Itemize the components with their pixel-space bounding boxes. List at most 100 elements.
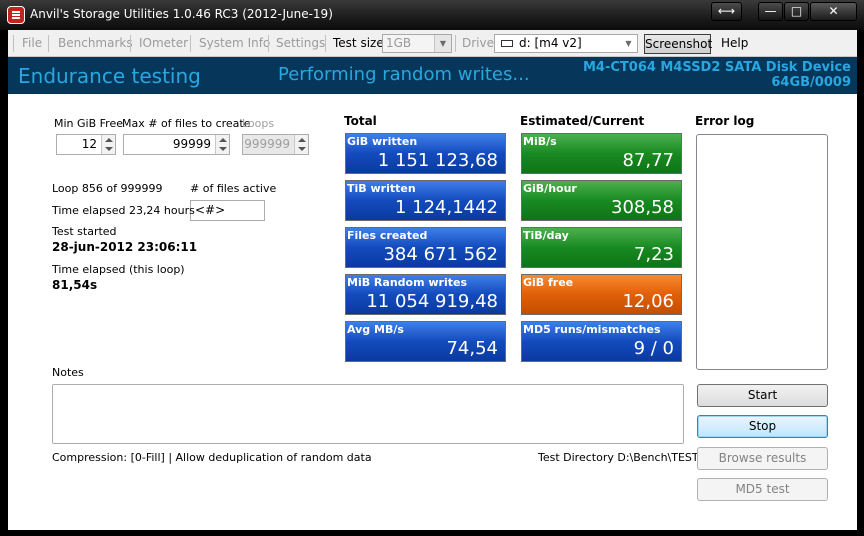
menu-separator (455, 35, 456, 52)
files-active-value: <#> (195, 203, 226, 217)
app-icon[interactable] (7, 6, 25, 24)
md5-test-button[interactable]: MD5 test (697, 478, 828, 501)
menu-separator (48, 35, 49, 52)
start-button[interactable]: Start (697, 384, 828, 407)
main-panel: Min GiB Free 12 Max # of files to create… (8, 94, 857, 530)
error-log-box[interactable] (696, 134, 828, 370)
menu-system-info[interactable]: System Info (199, 36, 271, 50)
loops-value: 999999 (244, 137, 290, 151)
tile-value: 9 / 0 (633, 338, 674, 359)
max-files-value: 99999 (172, 137, 211, 151)
tile-label: MiB/s (523, 135, 557, 148)
test-size-label: Test size (333, 36, 384, 50)
menu-separator (130, 35, 131, 52)
error-log-heading: Error log (695, 114, 755, 128)
browse-results-button[interactable]: Browse results (697, 447, 828, 470)
tile-value: 1 124,1442 (394, 197, 498, 218)
max-files-label: Max # of files to create (122, 117, 251, 130)
title-bar: Anvil's Storage Utilities 1.0.46 RC3 (20… (0, 0, 864, 30)
screenshot-button[interactable]: Screenshot (644, 34, 712, 54)
menu-settings[interactable]: Settings (276, 36, 326, 50)
files-active-label: # of files active (190, 182, 277, 195)
tile-gib-per-hour: GiB/hour 308,58 (521, 180, 682, 221)
menu-separator (13, 35, 14, 52)
menu-file[interactable]: File (22, 36, 43, 50)
menu-separator (325, 35, 326, 52)
time-elapsed: Time elapsed 23,24 hours (52, 204, 195, 217)
loop-counter: Loop 856 of 999999 (52, 182, 163, 195)
test-started-value: 28-jun-2012 23:06:11 (52, 240, 198, 254)
menu-bar: File Benchmarks IOmeter System Info Sett… (8, 30, 857, 57)
notes-field[interactable] (52, 384, 684, 444)
loops-stepper: 999999 (242, 134, 309, 155)
tile-value: 11 054 919,48 (366, 291, 498, 312)
tile-gib-written: GiB written 1 151 123,68 (345, 133, 506, 174)
close-button[interactable]: ✕ (810, 2, 857, 21)
loops-label: Loops (242, 117, 275, 130)
min-gib-free-stepper[interactable]: 12 (56, 134, 116, 155)
status-text: Performing random writes... (278, 64, 530, 85)
tile-value: 1 151 123,68 (377, 150, 498, 171)
tile-value: 308,58 (611, 197, 674, 218)
device-info: M4-CT064 M4SSD2 SATA Disk Device 64GB/00… (583, 60, 851, 90)
spin-arrows-icon[interactable] (101, 135, 115, 154)
tile-tib-per-day: TiB/day 7,23 (521, 227, 682, 268)
chevron-down-icon[interactable]: ▼ (434, 35, 451, 52)
stop-button[interactable]: Stop (697, 415, 828, 438)
resize-icon[interactable]: ⟷ (711, 2, 742, 21)
drive-value: d: [m4 v2] (519, 36, 582, 50)
totals-heading: Total (344, 114, 377, 128)
tile-value: 7,23 (633, 244, 674, 265)
loop-elapsed-value: 81,54s (52, 278, 98, 292)
tile-md5-runs: MD5 runs/mismatches 9 / 0 (521, 321, 682, 362)
window-title: Anvil's Storage Utilities 1.0.46 RC3 (20… (30, 7, 333, 21)
minimize-button[interactable]: — (758, 2, 783, 21)
header-band: Endurance testing Performing random writ… (8, 57, 857, 94)
tile-value: 74,54 (446, 338, 498, 359)
spin-arrows-icon (294, 135, 308, 154)
drive-label: Drive (462, 36, 494, 50)
maximize-button[interactable]: □ (784, 2, 809, 21)
device-capacity: 64GB/0009 (771, 75, 851, 90)
compression-info: Compression: [0-Fill] | Allow deduplicat… (52, 451, 372, 464)
tile-avg-mbs: Avg MB/s 74,54 (345, 321, 506, 362)
min-gib-free-label: Min GiB Free (54, 117, 123, 130)
tile-value: 12,06 (622, 291, 674, 312)
tile-label: TiB/day (523, 229, 569, 242)
tile-label: Avg MB/s (347, 323, 404, 336)
menu-iometer[interactable]: IOmeter (139, 36, 189, 50)
page-title: Endurance testing (18, 64, 201, 88)
test-started-label: Test started (52, 225, 117, 238)
tile-label: Files created (347, 229, 428, 242)
drive-select[interactable]: d: [m4 v2] ▼ (494, 34, 638, 53)
menu-separator (268, 35, 269, 52)
tile-files-created: Files created 384 671 562 (345, 227, 506, 268)
loop-elapsed-label: Time elapsed (this loop) (52, 263, 185, 276)
test-directory: Test Directory D:\Bench\TEST (538, 451, 699, 464)
tile-label: MiB Random writes (347, 276, 468, 289)
tile-label: MD5 runs/mismatches (523, 323, 661, 336)
min-gib-free-value: 12 (81, 137, 97, 151)
tile-value: 87,77 (622, 150, 674, 171)
tile-tib-written: TiB written 1 124,1442 (345, 180, 506, 221)
menu-help[interactable]: Help (721, 36, 749, 50)
tile-mib-random-writes: MiB Random writes 11 054 919,48 (345, 274, 506, 315)
menu-separator (190, 35, 191, 52)
notes-label: Notes (52, 366, 84, 379)
tile-gib-free: GiB free 12,06 (521, 274, 682, 315)
drive-icon (501, 40, 513, 47)
test-size-select[interactable]: 1GB ▼ (382, 34, 452, 53)
spin-arrows-icon[interactable] (215, 135, 229, 154)
device-name: M4-CT064 M4SSD2 SATA Disk Device (582, 60, 851, 75)
test-size-value: 1GB (386, 36, 412, 50)
files-active-field[interactable]: <#> (190, 200, 265, 221)
tile-value: 384 671 562 (383, 244, 498, 265)
menu-benchmarks[interactable]: Benchmarks (58, 36, 133, 50)
tile-label: TiB written (347, 182, 416, 195)
tile-mib-per-s: MiB/s 87,77 (521, 133, 682, 174)
chevron-down-icon[interactable]: ▼ (620, 35, 637, 52)
max-files-stepper[interactable]: 99999 (123, 134, 230, 155)
tile-label: GiB/hour (523, 182, 577, 195)
tile-label: GiB written (347, 135, 418, 148)
current-heading: Estimated/Current (520, 114, 645, 128)
